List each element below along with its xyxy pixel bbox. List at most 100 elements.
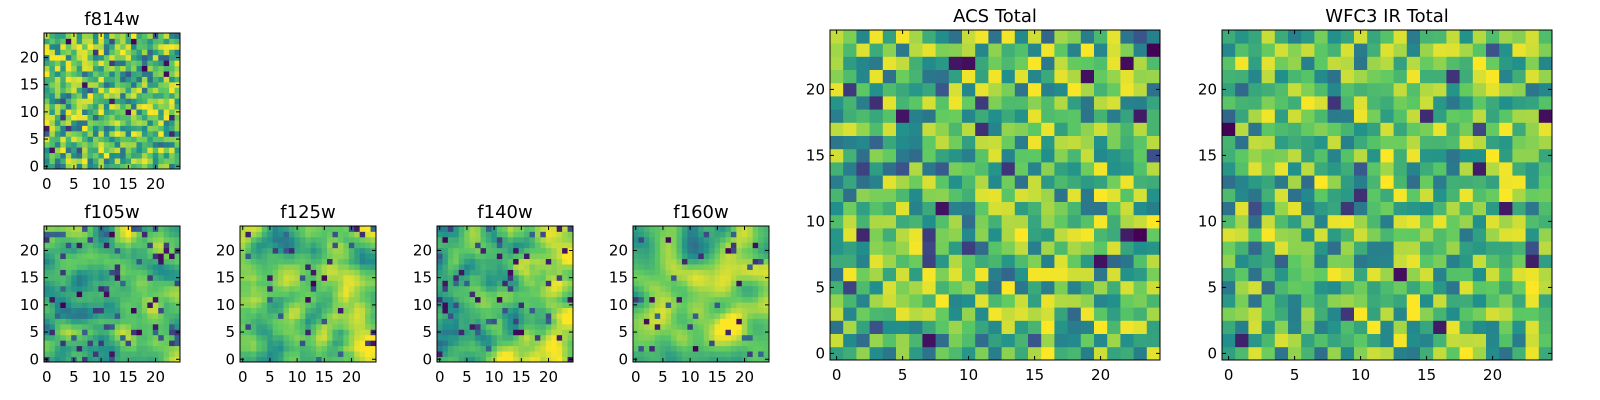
heatmap-cell [458,231,465,238]
heatmap-cell [830,175,844,189]
heatmap-cell [120,334,126,341]
heatmap-cell [1133,175,1148,189]
heatmap-cell [725,291,732,298]
heatmap-cell [60,98,67,105]
heatmap-cell [1354,307,1368,321]
heatmap-cell [82,125,88,132]
heatmap-cell [103,274,110,281]
heatmap-cell [491,329,498,336]
heatmap-cell [649,269,656,276]
heatmap-cell [529,313,536,319]
heatmap-cell [638,226,645,232]
heatmap-cell [469,307,476,314]
heatmap-cell [843,294,857,308]
heatmap-cell [152,253,159,260]
heatmap-cell [496,334,503,341]
heatmap-cell [131,125,137,132]
heatmap-cell [725,242,732,249]
heatmap-cell [147,136,154,143]
heatmap-cell [299,302,306,308]
heatmap-cell [288,291,295,298]
heatmap-cell [725,231,732,238]
heatmap-cell [92,71,99,77]
heatmap-cell [60,318,67,325]
heatmap-cell [545,264,552,270]
heatmap-cell [1340,267,1355,282]
heatmap-cell [114,43,121,50]
heatmap-cell [1301,267,1315,282]
heatmap-cell [1001,135,1016,150]
heatmap-cell [491,313,498,319]
heatmap-cell [1459,122,1474,136]
heatmap-cell [464,274,471,281]
heatmap-cell [681,307,688,314]
heatmap-cell [147,231,154,238]
heatmap-cell [1327,267,1342,282]
heatmap-cell [283,307,290,314]
heatmap-cell [649,258,656,265]
heatmap-cell [540,253,547,260]
heatmap-cell [1288,201,1302,216]
heatmap-cell [1274,214,1289,229]
heatmap-cell [1486,109,1500,123]
heatmap-cell [136,76,143,83]
heatmap-cell [82,345,88,352]
heatmap-cell [975,307,989,321]
heatmap-cell [327,345,333,352]
heatmap-cell [354,247,361,254]
heatmap-cell [1354,280,1368,295]
heatmap-cell [76,98,83,105]
heatmap-cell [507,351,514,357]
x-tick-label: 15 [708,368,727,386]
heatmap-cell [1538,135,1553,150]
heatmap-cell [1512,214,1526,229]
heatmap-cell [158,356,165,363]
heatmap-cell [524,269,530,276]
heatmap-cell [491,291,498,298]
heatmap-cell [370,264,377,270]
heatmap-cell [272,334,279,341]
heatmap-cell [1406,69,1421,84]
heatmap-cell [507,291,514,298]
heatmap-cell [1406,162,1421,176]
heatmap-cell [60,274,67,281]
heatmap-cell [671,302,677,308]
heatmap-cell [909,69,923,84]
heatmap-cell [321,329,328,336]
heatmap-cell [1446,188,1460,202]
heatmap-cell [65,345,72,352]
heatmap-cell [327,285,333,292]
heatmap-cell [843,214,857,229]
heatmap-cell [1235,69,1249,84]
heatmap-cell [354,264,361,270]
heatmap-cell [163,33,170,39]
heatmap-cell [103,242,110,249]
heatmap-cell [1001,122,1016,136]
heatmap-cell [131,141,137,148]
heatmap-cell [299,323,306,330]
heatmap-cell [1028,267,1042,282]
heatmap-cell [147,141,154,148]
heatmap-cell [534,323,541,330]
heatmap-cell [507,258,514,265]
heatmap-f105w [44,226,181,363]
heatmap-cell [665,242,672,249]
heatmap-cell [141,253,148,260]
heatmap-cell [1107,30,1121,44]
heatmap-cell [114,302,121,308]
heatmap-cell [174,87,181,94]
heatmap-cell [256,345,263,352]
heatmap-cell [1274,254,1289,268]
heatmap-cell [654,242,661,249]
heatmap-cell [354,307,361,314]
heatmap-cell [114,253,121,260]
heatmap-cell [245,226,252,232]
heatmap-cell [343,334,350,341]
heatmap-cell [545,307,552,314]
heatmap-cell [305,323,312,330]
heatmap-cell [747,340,754,347]
heatmap-cell [496,247,503,254]
heatmap-cell [1041,162,1055,176]
heatmap-cell [1420,175,1434,189]
